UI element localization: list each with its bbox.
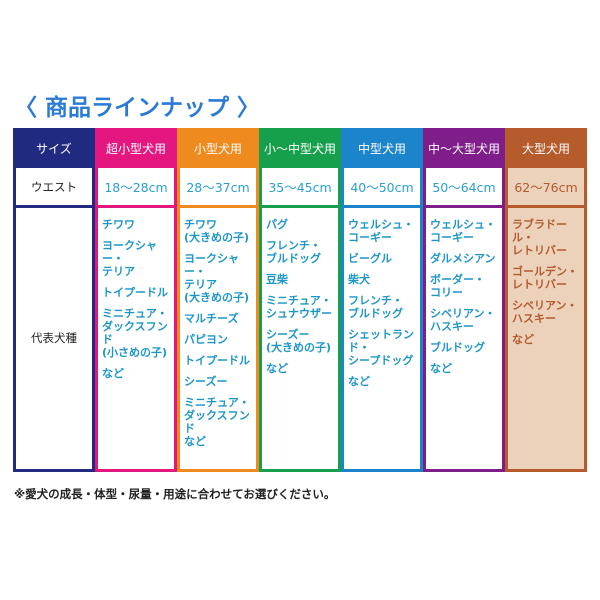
breed-item: など — [512, 333, 534, 346]
size-column: 大型犬用 62～76cm ラブラドール・ レトリバー ゴールデン・ レトリバー シベリア… — [505, 128, 587, 472]
breed-item: チワワ — [102, 218, 135, 231]
breeds-label: 代表犬種 — [16, 208, 92, 469]
breed-list: パグフレンチ・ ブルドッグ豆柴ミニチュア・ シュナウザー シーズー (大きめの子)… — [262, 208, 338, 469]
size-column: 小～中型犬用 35～45cm パグ フレンチ・ ブルドッグ 豆柴 ミニチュア・ シュナウザ… — [259, 128, 341, 472]
size-column: 小型犬用 28～37cm チワワ (大きめの子) ヨークシャー・ テリア (大きめの子… — [177, 128, 259, 472]
breed-item: ミニチュア・ ダックスフンド (小さめの子) — [102, 307, 168, 359]
breed-item: など — [430, 362, 452, 375]
breed-list: ウェルシュ・ コーギービーグル柴犬フレンチ・ ブルドッグシェットランド・ シープ… — [344, 208, 420, 469]
page-title: 〈 商品ラインナップ 〉 — [14, 95, 261, 121]
breed-item: ウェルシュ・ コーギー — [430, 218, 496, 244]
breed-item: トイプードル — [102, 286, 168, 299]
breed-item: パグ — [266, 218, 288, 231]
footnote: ※愛犬の成長・体型・尿量・用途に合わせてお選びください。 — [14, 487, 336, 501]
size-label: サイズ — [36, 141, 72, 156]
size-header: 大型犬用 — [521, 141, 570, 156]
breed-item: シベリアン・ ハスキー — [512, 299, 578, 325]
waist-range: 50～64cm — [426, 168, 502, 205]
size-header: 小型犬用 — [193, 141, 242, 156]
breed-item: ラブラドール・ レトリバー — [512, 218, 567, 257]
breed-list: チワワ (大きめの子) ヨークシャー・ テリア (大きめの子) マルチーズパピヨント… — [180, 208, 256, 469]
breed-item: など — [348, 375, 370, 388]
waist-range: 40～50cm — [344, 168, 420, 205]
breed-item: ボーダー・ コリー — [430, 273, 485, 299]
breed-item: ミニチュア・ シュナウザー — [266, 294, 332, 320]
breed-item: シェットランド・ シープドッグ — [348, 328, 414, 367]
breed-item: トイプードル — [184, 354, 250, 367]
size-header: 小～中型犬用 — [263, 141, 336, 156]
breed-item: チワワ (大きめの子) — [184, 218, 250, 244]
breed-item: ミニチュア・ ダックスフンド など — [184, 396, 250, 448]
size-column: 中～大型犬用 50～64cm ウェルシュ・ コーギー ダルメシアン ボーダー・ コリーシ… — [423, 128, 505, 472]
label-column: サイズ ウエスト 代表犬種 — [13, 128, 95, 472]
breed-item: ヨークシャー・ テリア (大きめの子) — [184, 252, 250, 304]
size-header: 中～大型犬用 — [427, 141, 500, 156]
breed-item: ゴールデン・ レトリバー — [512, 265, 578, 291]
size-header: 超小型犬用 — [105, 141, 166, 156]
product-lineup-table: サイズ ウエスト 代表犬種 超小型犬用 18～28cm チワワ ヨークシャー・ テリア… — [13, 128, 587, 472]
breed-item: 柴犬 — [348, 273, 370, 286]
breed-item: ダルメシアン — [430, 252, 496, 265]
breed-item: 豆柴 — [266, 273, 288, 286]
size-column: 超小型犬用 18～28cm チワワ ヨークシャー・ テリア トイプードル ミニチュア・ ダ… — [95, 128, 177, 472]
breed-item: シベリアン・ ハスキー — [430, 307, 496, 333]
breed-list: ウェルシュ・ コーギーダルメシアンボーダー・ コリー シベリアン・ ハスキーブルド… — [426, 208, 502, 469]
breed-item: など — [266, 362, 288, 375]
breed-item: シーズー — [184, 375, 228, 388]
breed-item: フレンチ・ ブルドッグ — [348, 294, 403, 320]
breed-list: チワワヨークシャー・ テリアトイプードルミニチュア・ ダックスフンド (小さめの… — [98, 208, 174, 469]
breed-item: パピヨン — [184, 333, 228, 346]
breed-item: マルチーズ — [184, 312, 239, 325]
breed-item: ヨークシャー・ テリア — [102, 239, 157, 278]
breed-item: ビーグル — [348, 252, 392, 265]
breed-list: ラブラドール・ レトリバーゴールデン・ レトリバー シベリアン・ ハスキーなど — [508, 208, 584, 469]
waist-range: 28～37cm — [180, 168, 256, 205]
breed-item: など — [102, 367, 124, 380]
waist-label: ウエスト — [16, 168, 92, 205]
waist-range: 62～76cm — [508, 168, 584, 205]
breed-item: ブルドッグ — [430, 341, 485, 354]
breed-item: ウェルシュ・ コーギー — [348, 218, 414, 244]
breed-item: フレンチ・ ブルドッグ — [266, 239, 321, 265]
waist-range: 35～45cm — [262, 168, 338, 205]
breed-item: シーズー (大きめの子) — [266, 328, 332, 354]
size-header: 中型犬用 — [357, 141, 406, 156]
waist-range: 18～28cm — [98, 168, 174, 205]
size-column: 中型犬用 40～50cm ウェルシュ・ コーギー ビーグル 柴犬 フレンチ・ ブルドッグシ… — [341, 128, 423, 472]
